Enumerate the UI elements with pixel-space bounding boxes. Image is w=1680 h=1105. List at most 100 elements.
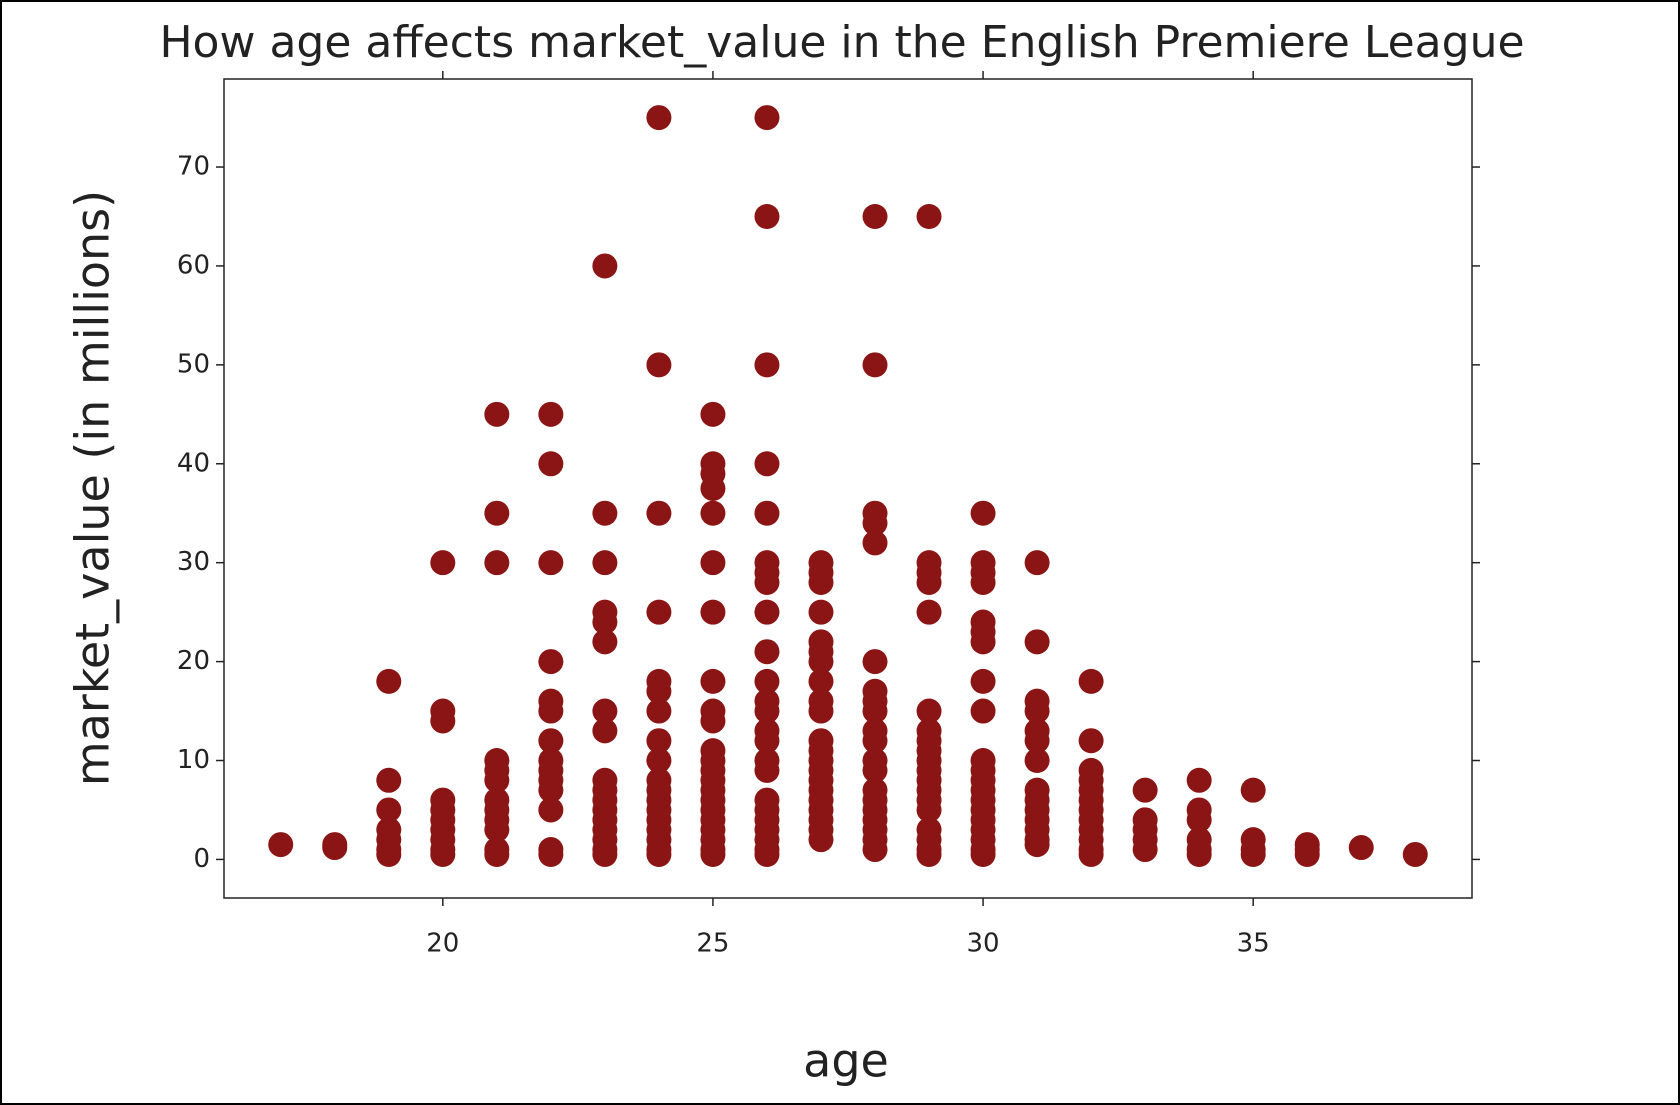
point bbox=[484, 401, 510, 427]
point bbox=[754, 203, 780, 229]
point bbox=[1078, 841, 1104, 867]
point bbox=[646, 500, 672, 526]
point bbox=[430, 550, 456, 576]
point bbox=[970, 569, 996, 595]
point bbox=[754, 105, 780, 131]
point bbox=[1186, 767, 1212, 793]
point bbox=[862, 837, 888, 863]
point bbox=[862, 203, 888, 229]
point bbox=[1186, 807, 1212, 833]
point bbox=[646, 105, 672, 131]
x-tick-label: 25 bbox=[696, 929, 729, 959]
point bbox=[754, 841, 780, 867]
point bbox=[916, 698, 942, 724]
point bbox=[592, 629, 618, 655]
point bbox=[808, 668, 834, 694]
point bbox=[376, 841, 402, 867]
x-tick-label: 20 bbox=[426, 929, 459, 959]
y-axis-label: market_value (in millions) bbox=[66, 190, 120, 786]
point bbox=[970, 629, 996, 655]
point bbox=[1186, 841, 1212, 867]
point bbox=[754, 569, 780, 595]
point bbox=[1024, 748, 1050, 774]
x-tick-label: 35 bbox=[1237, 929, 1270, 959]
point bbox=[646, 599, 672, 625]
point bbox=[1024, 629, 1050, 655]
point bbox=[646, 678, 672, 704]
point bbox=[484, 817, 510, 843]
point bbox=[538, 841, 564, 867]
point bbox=[646, 352, 672, 378]
point bbox=[862, 698, 888, 724]
point bbox=[538, 797, 564, 823]
point bbox=[592, 718, 618, 744]
point bbox=[268, 832, 294, 858]
point bbox=[700, 668, 726, 694]
point bbox=[754, 728, 780, 754]
point bbox=[754, 639, 780, 665]
point bbox=[538, 649, 564, 675]
y-tick-label: 70 bbox=[177, 152, 210, 182]
point bbox=[862, 649, 888, 675]
point bbox=[484, 550, 510, 576]
point bbox=[700, 599, 726, 625]
point bbox=[808, 569, 834, 595]
point bbox=[646, 748, 672, 774]
point bbox=[1294, 841, 1320, 867]
point bbox=[1078, 728, 1104, 754]
point bbox=[592, 698, 618, 724]
point bbox=[808, 599, 834, 625]
point bbox=[916, 569, 942, 595]
point bbox=[376, 797, 402, 823]
point bbox=[916, 599, 942, 625]
point bbox=[592, 609, 618, 635]
point bbox=[1078, 668, 1104, 694]
point bbox=[538, 550, 564, 576]
x-tick-label: 30 bbox=[967, 929, 1000, 959]
point bbox=[754, 599, 780, 625]
point bbox=[538, 698, 564, 724]
point bbox=[538, 777, 564, 803]
point bbox=[1024, 550, 1050, 576]
point bbox=[1240, 777, 1266, 803]
point bbox=[322, 832, 348, 858]
point bbox=[700, 500, 726, 526]
y-tick-label: 60 bbox=[177, 250, 210, 280]
y-tick-label: 50 bbox=[177, 349, 210, 379]
point bbox=[754, 352, 780, 378]
point bbox=[970, 698, 996, 724]
y-tick-label: 20 bbox=[177, 646, 210, 676]
point bbox=[592, 500, 618, 526]
point bbox=[646, 841, 672, 867]
chart-title: How age affects market_value in the Engl… bbox=[159, 17, 1524, 68]
point bbox=[538, 401, 564, 427]
point bbox=[1024, 698, 1050, 724]
point bbox=[754, 698, 780, 724]
plot-frame bbox=[223, 78, 1473, 899]
point bbox=[808, 649, 834, 675]
point bbox=[754, 668, 780, 694]
point bbox=[646, 728, 672, 754]
point bbox=[1024, 832, 1050, 858]
point bbox=[700, 550, 726, 576]
y-tick-label: 40 bbox=[177, 448, 210, 478]
y-tick-label: 0 bbox=[193, 844, 210, 874]
x-axis-label: age bbox=[803, 1034, 889, 1088]
y-tick-label: 30 bbox=[177, 547, 210, 577]
point bbox=[1348, 835, 1374, 861]
point bbox=[1402, 841, 1428, 867]
point bbox=[700, 841, 726, 867]
point bbox=[862, 728, 888, 754]
point bbox=[484, 767, 510, 793]
point bbox=[700, 401, 726, 427]
point bbox=[916, 797, 942, 823]
point bbox=[430, 708, 456, 734]
point bbox=[754, 451, 780, 477]
y-tick-label: 10 bbox=[177, 745, 210, 775]
point bbox=[376, 767, 402, 793]
point bbox=[754, 757, 780, 783]
point bbox=[1132, 777, 1158, 803]
point bbox=[538, 728, 564, 754]
